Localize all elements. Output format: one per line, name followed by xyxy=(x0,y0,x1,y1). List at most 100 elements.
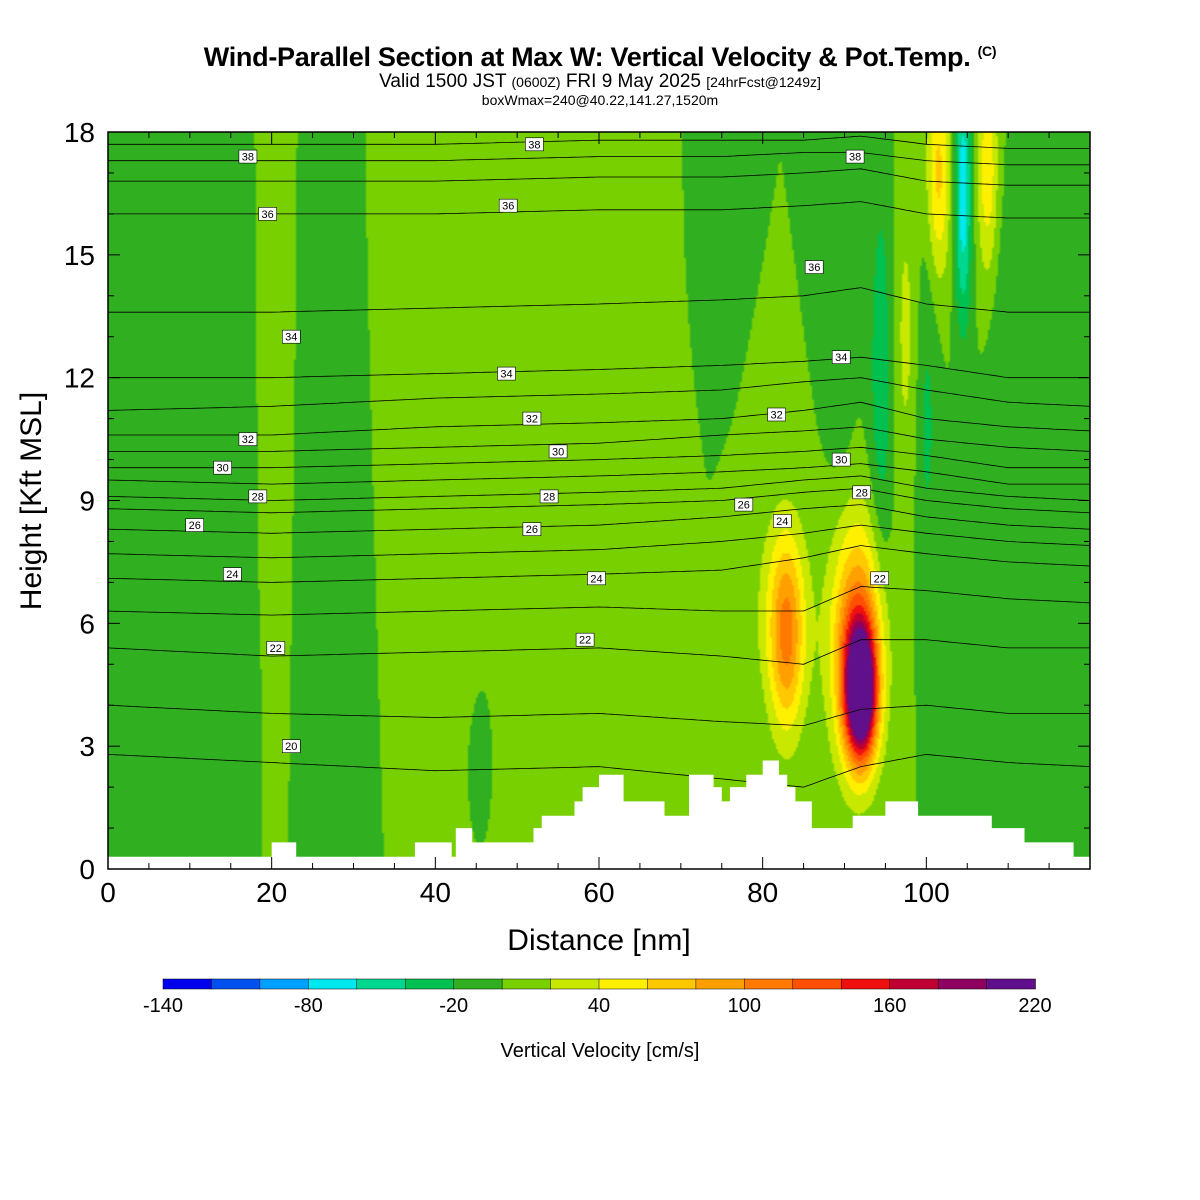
colorbar-label: 220 xyxy=(1018,995,1051,1017)
isoline-label-box xyxy=(498,198,518,213)
isoline-label-box xyxy=(213,460,232,475)
isoline-label-text: 30 xyxy=(552,446,564,458)
isoline-label-box xyxy=(266,641,286,655)
colorbar-swatch xyxy=(986,978,1036,990)
isoline-label-30: 30 xyxy=(213,460,232,475)
isoline-label-text: 28 xyxy=(856,487,868,499)
colorbar-swatch xyxy=(308,978,358,990)
isoline-label-28: 28 xyxy=(248,489,268,504)
isoline-label-text: 34 xyxy=(285,332,297,344)
isoline-label-box xyxy=(522,411,542,426)
colorbar-swatch xyxy=(453,978,503,990)
valid-time-utc: (0600Z) xyxy=(511,74,561,90)
isoline-label-box xyxy=(525,137,544,152)
isoline-label-text: 24 xyxy=(776,516,788,528)
isoline-label-text: 36 xyxy=(502,201,514,213)
isoline-label-30: 30 xyxy=(548,444,568,459)
isoline-label-24: 24 xyxy=(223,567,242,581)
isoline-label-text: 32 xyxy=(526,414,538,426)
isoline-label-32: 32 xyxy=(238,432,258,446)
isoline-label-text: 34 xyxy=(835,352,847,364)
y-tick-labels: 0 3 6 9 12 15 18 xyxy=(64,117,95,885)
colorbar-swatch xyxy=(792,978,842,990)
isoline-label-text: 38 xyxy=(849,152,861,164)
valid-time-prefix: Valid 1500 JST xyxy=(379,71,507,92)
x-axis-title: Distance [nm] xyxy=(507,924,690,957)
isoline-label-38: 38 xyxy=(845,149,865,164)
forecast-info: [24hrFcst@1249z] xyxy=(706,74,821,90)
isoline-label-box xyxy=(870,571,890,586)
isoline-label-text: 36 xyxy=(261,209,273,221)
isoline-label-text: 24 xyxy=(590,573,602,585)
theta-isoline-21 xyxy=(107,704,1090,727)
isoline-label-text: 32 xyxy=(242,434,254,446)
isoline-label-box xyxy=(238,149,258,164)
colorbar-swatch xyxy=(211,978,261,990)
isoline-label-box xyxy=(587,571,606,586)
isoline-label-36: 36 xyxy=(804,260,824,274)
valid-time-date: FRI 9 May 2025 xyxy=(565,71,701,92)
theta-isoline-22 xyxy=(107,639,1090,665)
isoline-label-box xyxy=(734,497,754,512)
valid-time-line: Valid 1500 JST (0600Z) FRI 9 May 2025 [2… xyxy=(0,71,1200,93)
colorbar-label: 40 xyxy=(588,995,610,1017)
theta-isoline-25 xyxy=(107,524,1091,559)
isoline-label-box xyxy=(804,260,824,274)
colorbar-swatch xyxy=(889,978,939,990)
isoline-label-34: 34 xyxy=(281,329,301,344)
isoline-label-24: 24 xyxy=(587,571,606,586)
isoline-label-36: 36 xyxy=(258,207,277,221)
colorbar-label: 160 xyxy=(873,995,906,1017)
colorbar-swatch xyxy=(259,978,310,990)
colorbar-labels: -140 -80 -20 40 100 160 220 xyxy=(143,995,1052,1017)
theta-isoline-38 xyxy=(108,152,1090,166)
chart-title: Wind-Parallel Section at Max W: Vertical… xyxy=(0,42,1200,73)
y-tick-label: 6 xyxy=(79,608,95,639)
colorbar-swatch xyxy=(647,978,697,990)
y-tick-label: 12 xyxy=(64,363,95,394)
isoline-label-box xyxy=(575,632,595,647)
isoline-label-22: 22 xyxy=(870,571,890,586)
isoline-label-box xyxy=(497,366,516,381)
colorbar-swatch xyxy=(840,978,891,990)
isoline-label-text: 22 xyxy=(270,643,282,655)
x-tick-label: 80 xyxy=(747,877,778,908)
isoline-label-box xyxy=(238,432,258,446)
box-max-info: boxWmax=240@40.22,141.27,1520m xyxy=(481,92,719,108)
colorbar-swatch xyxy=(356,978,406,990)
isoline-label-box xyxy=(281,329,301,344)
isoline-label-box xyxy=(852,485,872,500)
terrain-mask xyxy=(108,760,1090,869)
isoline-label-text: 34 xyxy=(500,369,512,381)
isoline-label-32: 32 xyxy=(522,411,542,426)
potential-temperature-isolines xyxy=(107,135,1091,788)
colorbar-swatch xyxy=(501,978,552,990)
isoline-label-38: 38 xyxy=(525,137,544,152)
isoline-label-box xyxy=(248,489,268,504)
isoline-label-22: 22 xyxy=(575,632,595,647)
isoline-label-text: 38 xyxy=(242,152,254,164)
isoline-label-box xyxy=(845,149,865,164)
isoline-label-26: 26 xyxy=(734,497,754,512)
isoline-label-text: 36 xyxy=(808,262,820,274)
theta-isoline-30 xyxy=(108,446,1090,469)
isoline-label-text: 26 xyxy=(526,524,538,536)
theta-isoline-32 xyxy=(108,401,1091,436)
y-tick-label: 18 xyxy=(64,117,95,148)
theta-isoline-34 xyxy=(108,356,1090,379)
colorbar-label: -80 xyxy=(294,995,323,1017)
colorbar-label: -140 xyxy=(143,995,183,1017)
isoline-label-34: 34 xyxy=(497,366,516,381)
x-tick-label: 40 xyxy=(420,877,451,908)
isoline-label-box xyxy=(281,739,301,754)
isoline-label-text: 26 xyxy=(189,520,201,532)
isoline-label-36: 36 xyxy=(498,198,518,213)
isoline-label-text: 28 xyxy=(252,491,264,503)
isoline-label-26: 26 xyxy=(185,518,204,532)
colorbar-swatch xyxy=(162,978,213,990)
colorbar xyxy=(162,978,1036,990)
isoline-label-box xyxy=(548,444,568,459)
isoline-label-box xyxy=(772,514,792,528)
isoline-label-text: 22 xyxy=(874,573,886,585)
